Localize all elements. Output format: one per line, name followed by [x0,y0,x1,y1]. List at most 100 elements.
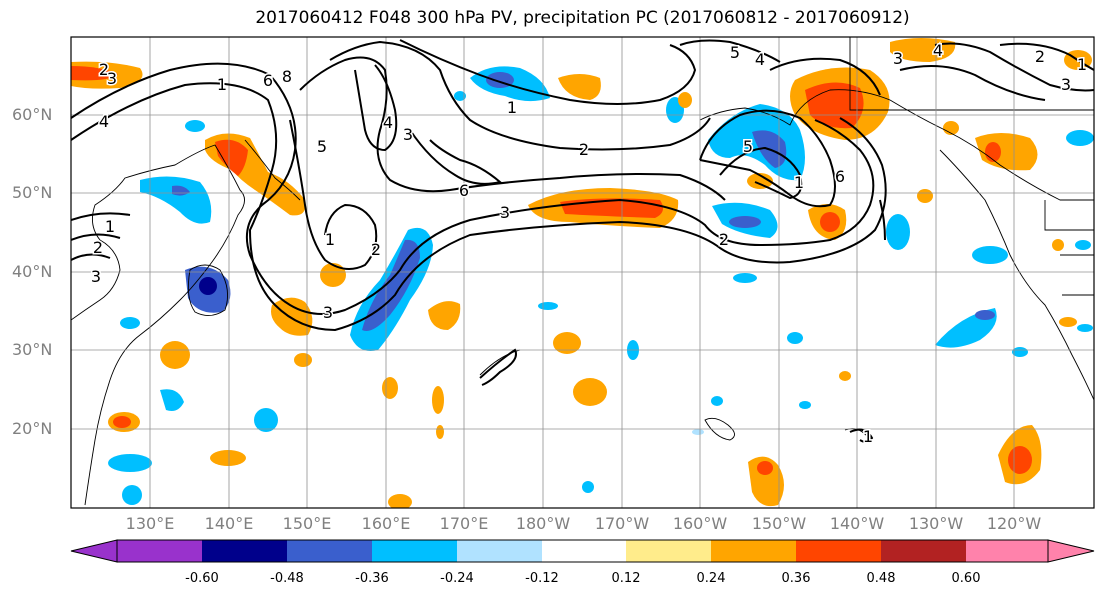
pv-contour [899,65,1046,101]
precip-feature [582,481,594,493]
precip-feature [917,189,933,203]
precip-feature [122,485,142,505]
contour-label: 1 [794,173,804,192]
precip-feature [839,371,851,381]
colorbar-segment [881,540,966,562]
lon-label: 160°E [361,514,411,533]
precip-feature [787,332,803,344]
colorbar [70,539,1095,563]
colorbar-tick: 0.24 [696,571,726,586]
precip-feature [711,396,723,406]
precip-feature [553,332,581,354]
contour-label: 2 [579,140,589,159]
contour-label: 3 [107,69,117,88]
pv-contour [879,199,886,241]
contour-label: 2 [719,230,729,249]
precip-feature [199,277,217,295]
precip-shading [71,38,1094,508]
precip-feature [388,494,412,508]
colorbar-tick: -0.24 [440,571,474,586]
pv-contour [71,212,131,261]
contour-label: 3 [500,203,510,222]
contour-label: 4 [383,113,393,132]
colorbar-extend-low [70,539,118,563]
map-title: 2017060412 F048 300 hPa PV, precipitatio… [255,8,910,28]
colorbar-segment [457,540,542,562]
contour-labels: 2 3 4 1 6 8 1 2 3 1 2 6 3 2 5 4 1 3 5 4 … [89,40,1088,448]
precip-feature [1075,240,1091,250]
precip-feature [140,176,212,224]
precip-feature [294,353,312,367]
precip-feature [160,341,190,369]
colorbar-segment [966,540,1048,562]
boundary-canada-us [849,37,1094,296]
colorbar-extend-high [1047,539,1095,563]
colorbar-segment [711,540,796,562]
colorbar-segment [626,540,711,562]
contour-label: 8 [282,67,292,86]
contour-label: 3 [403,125,413,144]
precip-feature [271,297,313,336]
pv-contours [71,39,1094,444]
graticule [71,37,1094,508]
colorbar-segment [202,540,287,562]
precip-feature [678,92,692,108]
colorbar-tick: -0.48 [270,571,304,586]
lat-label: 60°N [12,105,53,124]
precip-feature [432,386,444,414]
contour-label: 1 [217,75,227,94]
pv-contour [849,428,874,444]
pv-contour [289,119,378,270]
precip-feature [1008,446,1032,474]
precip-feature [972,246,1008,264]
precip-feature [748,456,784,507]
precip-feature [210,450,246,466]
contour-label: 1 [1077,55,1087,74]
precip-feature [1059,317,1077,327]
colorbar-segment [287,540,372,562]
precip-feature [113,416,131,428]
pv-contour [934,42,1094,92]
precip-feature [692,429,704,435]
contour-label: 3 [893,49,903,68]
precip-feature [1066,130,1094,146]
colorbar-tick: -0.60 [185,571,219,586]
lon-label: 170°E [439,514,489,533]
precip-feature [975,310,995,320]
precip-feature [215,139,248,176]
pv-contour [399,39,697,105]
pv-contour [354,64,398,152]
precip-feature [185,120,205,132]
contour-label: 2 [1035,47,1045,66]
pv-contour [699,109,836,208]
coastline-na-west [939,149,1094,401]
pv-contour [409,129,503,185]
contour-label: 6 [835,167,845,186]
precip-feature [160,389,184,411]
precip-feature [382,377,398,399]
precip-feature [820,212,840,232]
contour-label: 3 [1061,75,1071,94]
colorbar-tick: -0.12 [525,571,559,586]
coastline-japan [187,264,229,316]
precip-feature [729,216,761,228]
contour-label: 2 [93,238,103,257]
contour-label: 5 [743,137,753,156]
contour-label: 6 [263,71,273,90]
lon-label: 150°W [751,514,807,533]
colorbar-segment [542,540,626,562]
colorbar-segment [117,540,202,562]
contour-label: 1 [863,427,873,446]
lat-label: 40°N [12,262,53,281]
contour-label: 4 [933,41,943,60]
pv-contour [71,82,887,332]
colorbar-frame [116,539,1049,563]
contour-label: 5 [730,43,740,62]
lat-label: 20°N [12,419,53,438]
contour-label: 2 [371,240,381,259]
lat-label: 30°N [12,340,53,359]
precip-feature [1077,324,1093,332]
contour-label: 1 [507,98,517,117]
lon-label: 180°W [515,514,571,533]
contour-label: 6 [459,181,469,200]
